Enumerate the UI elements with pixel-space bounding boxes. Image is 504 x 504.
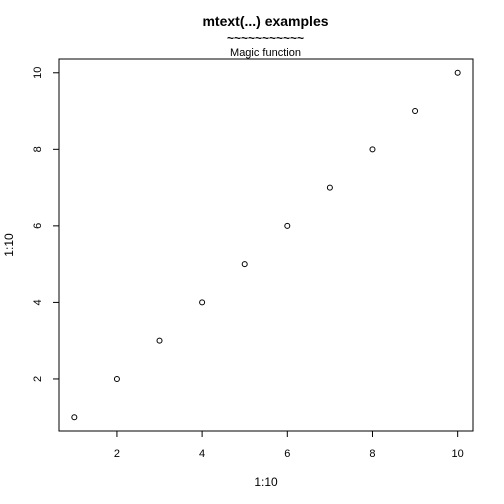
y-tick-label: 2 [32,376,44,382]
x-axis-label: 1:10 [254,475,278,489]
y-tick-label: 10 [32,67,44,79]
data-points [71,69,461,421]
y-tick-label: 4 [32,299,44,305]
data-point [71,414,78,421]
plot-area-box [58,58,474,432]
x-tick-label: 6 [284,448,290,460]
chart-subtitle: Magic function [230,47,301,59]
y-axis-label: 1:10 [2,233,16,257]
data-point [412,108,419,115]
data-point [156,337,163,344]
x-tick-label: 2 [114,448,120,460]
data-point [369,146,376,153]
data-point [284,222,291,229]
chart-title: mtext(...) examples [202,13,328,29]
y-tick-label: 6 [32,223,44,229]
chart-title-underline: ~~~~~~~~~~~ [227,31,304,45]
data-point [326,184,333,191]
data-point [454,69,461,76]
y-tick-label: 8 [32,146,44,152]
x-tick-label: 8 [369,448,375,460]
data-point [199,299,206,306]
y-axis: 2 4 6 8 10 [32,67,60,382]
x-axis: 2 4 6 8 10 [114,430,464,460]
x-tick-label: 10 [452,448,464,460]
data-point [241,261,248,268]
x-tick-label: 4 [199,448,205,460]
data-point [113,375,120,382]
